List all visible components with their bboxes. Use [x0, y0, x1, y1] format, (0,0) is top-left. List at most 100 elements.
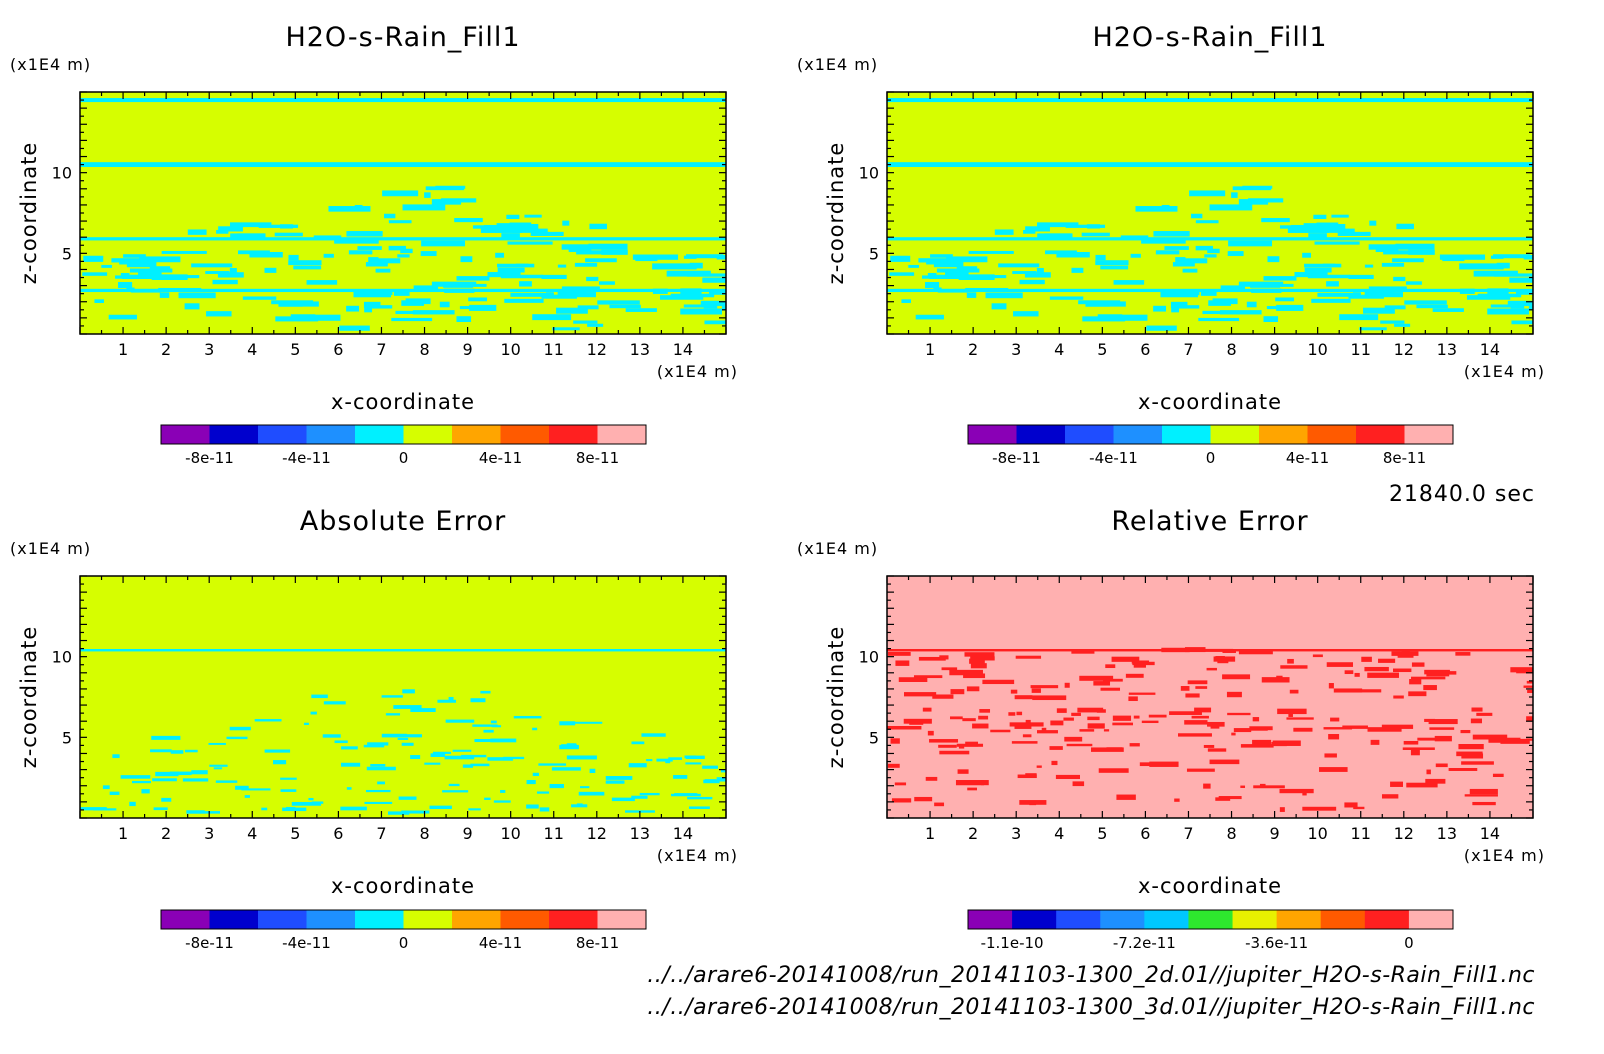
- x-tick-label: 2: [968, 340, 978, 359]
- field-cell: [683, 304, 706, 308]
- field-cell: [641, 733, 666, 737]
- field-cell: [1394, 323, 1411, 327]
- field-cell: [452, 749, 472, 752]
- field-cell: [1464, 794, 1498, 797]
- field-cell: [1416, 304, 1448, 309]
- field-cell: [1358, 689, 1382, 693]
- colorbar-cell: [1065, 425, 1114, 444]
- field-cell: [895, 660, 910, 666]
- colorbar-cell: [968, 910, 1013, 929]
- field-cell: [306, 280, 338, 285]
- panel-top-left: H2O-s-Rain_Fill1 (x1E4 m) 1 2 3 4 5 6 7 8 9 10 11 1…: [10, 22, 737, 467]
- field-cell: [668, 757, 683, 760]
- field-cell: [1204, 254, 1217, 258]
- colorbar-cell: [500, 425, 550, 444]
- field-cell: [150, 749, 172, 753]
- field-cell: [1527, 689, 1533, 693]
- field-cell: [1135, 206, 1178, 212]
- field-cell: [1381, 262, 1405, 267]
- field-cell: [967, 787, 977, 791]
- field-cell: [412, 310, 455, 315]
- colorbar-tick-label: -8e-11: [185, 934, 234, 952]
- x-tick-label: 5: [290, 824, 300, 843]
- field-cell: [1307, 274, 1351, 279]
- field-cell: [1323, 727, 1353, 730]
- plot-area: [80, 92, 726, 334]
- field-cell: [631, 741, 645, 745]
- y-tick-labels: 5 10: [859, 648, 879, 748]
- field-cell: [1129, 743, 1140, 747]
- x-tick-label: 4: [247, 824, 257, 843]
- plot-area: [887, 576, 1533, 818]
- field-cell: [1526, 680, 1533, 684]
- field-cell: [470, 698, 486, 703]
- field-cell: [1459, 288, 1475, 294]
- x-tick-label: 4: [1054, 340, 1064, 359]
- field-cell: [519, 281, 532, 287]
- colorbar-cell: [1276, 910, 1322, 929]
- colorbar-cell: [1320, 910, 1366, 929]
- plot-area: [80, 576, 726, 818]
- field-cell: [702, 765, 718, 769]
- colorbar-cell: [1404, 425, 1454, 444]
- field-cell: [1130, 253, 1141, 258]
- field-cell: [1393, 695, 1404, 699]
- field-cell: [927, 272, 937, 277]
- field-cell: [918, 258, 964, 263]
- colorbar-tick-label: 0: [399, 449, 409, 467]
- field-cell: [587, 323, 604, 327]
- field-cell: [1208, 300, 1231, 306]
- field-cell: [1396, 223, 1414, 230]
- field-cell: [577, 305, 599, 310]
- field-cell: [328, 206, 371, 212]
- field-cell: [659, 295, 704, 300]
- field-cell: [552, 327, 580, 331]
- field-cell: [437, 699, 457, 703]
- colorbar-cell: [1144, 910, 1189, 929]
- field-cell: [1510, 303, 1525, 309]
- field-cell: [586, 276, 599, 282]
- field-cell: [1041, 727, 1047, 732]
- x-tick-label: 1: [925, 824, 935, 843]
- field-cell: [184, 303, 200, 310]
- colorbar-cells: [161, 910, 647, 929]
- field-cell: [402, 204, 446, 211]
- y-unit-label: (x1E4 m): [10, 55, 91, 74]
- colorbar-cell: [1364, 910, 1410, 929]
- field-cell: [375, 268, 391, 273]
- colorbar-cells: [968, 425, 1454, 444]
- field-cell: [1079, 675, 1114, 681]
- x-tick-label: 11: [544, 824, 564, 843]
- field-cell: [448, 783, 460, 787]
- colorbar: -8e-11 -4e-11 0 4e-11 8e-11: [967, 424, 1454, 467]
- field-cell: [461, 754, 487, 758]
- field-cell: [1370, 739, 1380, 745]
- field-cell: [903, 692, 937, 697]
- field-cell: [364, 801, 393, 804]
- x-tick-label: 7: [1183, 824, 1193, 843]
- colorbar-cell: [1162, 425, 1211, 444]
- field-cell: [1105, 664, 1116, 669]
- file-path-2d: ../../arare6-20141008/run_20141103-1300_…: [647, 963, 1535, 988]
- field-cell: [1153, 305, 1167, 312]
- colorbar-cell: [1100, 910, 1145, 929]
- field-cell: [927, 730, 934, 736]
- field-cell: [1231, 192, 1238, 198]
- x-tick-label: 9: [1270, 340, 1280, 359]
- field-cell: [1248, 198, 1284, 203]
- field-cell: [1276, 304, 1304, 311]
- field-cell: [444, 755, 475, 760]
- field-cell: [442, 790, 469, 793]
- field-cell: [1195, 686, 1208, 689]
- chart-title: H2O-s-Rain_Fill1: [285, 22, 520, 53]
- field-cell: [1098, 768, 1129, 773]
- y-tick-label: 5: [62, 728, 72, 747]
- field-cell: [966, 686, 980, 692]
- field-cell: [688, 806, 710, 809]
- field-cell: [1390, 781, 1404, 787]
- field-cell: [1031, 688, 1041, 693]
- x-tick-label: 3: [204, 824, 214, 843]
- field-cell: [704, 320, 726, 325]
- field-cell: [507, 241, 553, 245]
- field-cell: [1051, 760, 1058, 766]
